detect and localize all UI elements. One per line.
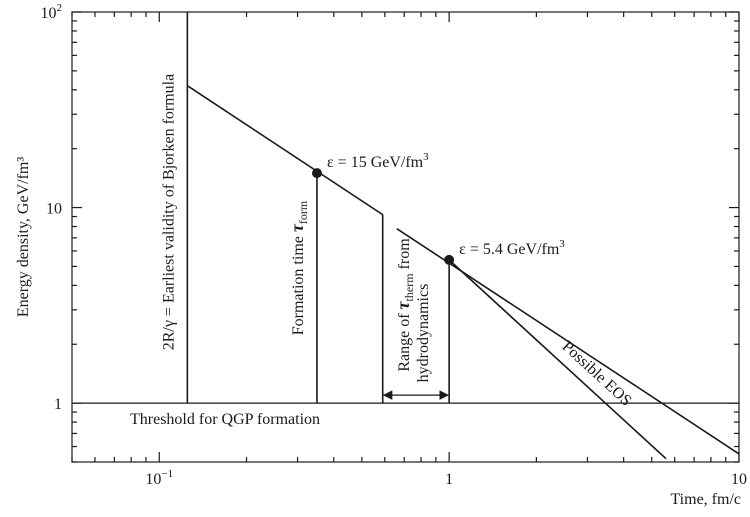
therm-range-label-line1: Range of τtherm from (393, 238, 416, 372)
therm-range-label-line2: hydrodynamics (415, 284, 432, 383)
x-tick-label: 1 (445, 471, 453, 488)
plot-frame (71, 11, 740, 463)
point-label-eps-15: ε = 15 GeV/fm3 (327, 151, 429, 171)
possible-eos-line (448, 259, 667, 460)
x-tick-label: 10−1 (145, 468, 173, 488)
y-tick-label: 1 (54, 396, 62, 413)
bjorken-decay-line (186, 85, 384, 216)
y-axis-label: Energy density, GeV/fm³ (15, 157, 32, 318)
y-tick-label: 102 (41, 2, 63, 22)
point-label-eps-5-4: ε = 5.4 GeV/fm3 (459, 238, 565, 258)
formation-time-label: Formation time τform (287, 200, 310, 335)
threshold-label: Threshold for QGP formation (130, 411, 320, 428)
x-axis-ticks (71, 12, 740, 462)
y-axis-tick-labels: 1 10 102 (41, 2, 63, 413)
x-axis-label: Time, fm/c (670, 491, 741, 508)
bjorken-validity-label: 2R/γ = Earliest validity of Bjorken form… (160, 74, 177, 350)
point-eps-15 (311, 168, 322, 179)
x-axis-tick-labels: 10−1 1 10 (145, 468, 747, 488)
possible-eos-label: Possible EOS (559, 338, 635, 410)
decay-continuation-line (396, 227, 740, 455)
point-eps-5-4 (444, 254, 455, 265)
x-tick-label: 10 (731, 471, 747, 488)
y-tick-label: 10 (46, 201, 62, 218)
